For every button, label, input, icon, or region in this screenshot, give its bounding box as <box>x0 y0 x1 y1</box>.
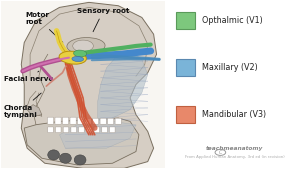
Text: Motor
root: Motor root <box>26 12 63 42</box>
FancyBboxPatch shape <box>94 127 100 133</box>
Text: From Applied Human Anatomy, 3rd ed (in revision): From Applied Human Anatomy, 3rd ed (in r… <box>185 155 284 159</box>
FancyBboxPatch shape <box>109 127 115 133</box>
FancyBboxPatch shape <box>86 127 92 133</box>
FancyBboxPatch shape <box>176 13 195 29</box>
FancyBboxPatch shape <box>55 117 61 124</box>
FancyBboxPatch shape <box>77 117 84 124</box>
Polygon shape <box>1 1 165 168</box>
Ellipse shape <box>48 150 60 160</box>
FancyBboxPatch shape <box>108 118 114 124</box>
FancyBboxPatch shape <box>63 127 69 133</box>
Text: Opthalmic (V1): Opthalmic (V1) <box>202 16 263 25</box>
FancyBboxPatch shape <box>70 117 76 124</box>
Text: Mandibular (V3): Mandibular (V3) <box>202 110 266 119</box>
Polygon shape <box>27 105 42 116</box>
Ellipse shape <box>59 51 86 64</box>
Text: Chorda
tympani: Chorda tympani <box>4 93 41 118</box>
FancyBboxPatch shape <box>55 127 61 133</box>
Text: C: C <box>219 150 222 155</box>
Polygon shape <box>98 51 148 121</box>
FancyBboxPatch shape <box>115 118 121 124</box>
FancyBboxPatch shape <box>102 127 107 133</box>
FancyBboxPatch shape <box>71 127 77 133</box>
FancyBboxPatch shape <box>47 117 54 124</box>
FancyBboxPatch shape <box>79 127 84 133</box>
Polygon shape <box>24 118 139 165</box>
Ellipse shape <box>73 40 93 52</box>
FancyBboxPatch shape <box>48 127 53 133</box>
Text: Maxillary (V2): Maxillary (V2) <box>202 63 258 72</box>
FancyBboxPatch shape <box>63 117 69 124</box>
FancyBboxPatch shape <box>176 106 195 123</box>
Polygon shape <box>21 2 156 168</box>
Ellipse shape <box>67 38 105 54</box>
Text: Facial nerve: Facial nerve <box>4 71 53 82</box>
Text: teachmeanatomy: teachmeanatomy <box>206 146 263 151</box>
Ellipse shape <box>72 56 83 62</box>
FancyBboxPatch shape <box>93 118 99 124</box>
Ellipse shape <box>74 155 86 165</box>
Ellipse shape <box>60 153 71 163</box>
Ellipse shape <box>74 50 87 57</box>
FancyBboxPatch shape <box>176 59 195 76</box>
Text: Sensory root: Sensory root <box>77 8 130 32</box>
FancyBboxPatch shape <box>85 118 91 124</box>
Polygon shape <box>60 121 136 148</box>
FancyBboxPatch shape <box>100 118 106 124</box>
